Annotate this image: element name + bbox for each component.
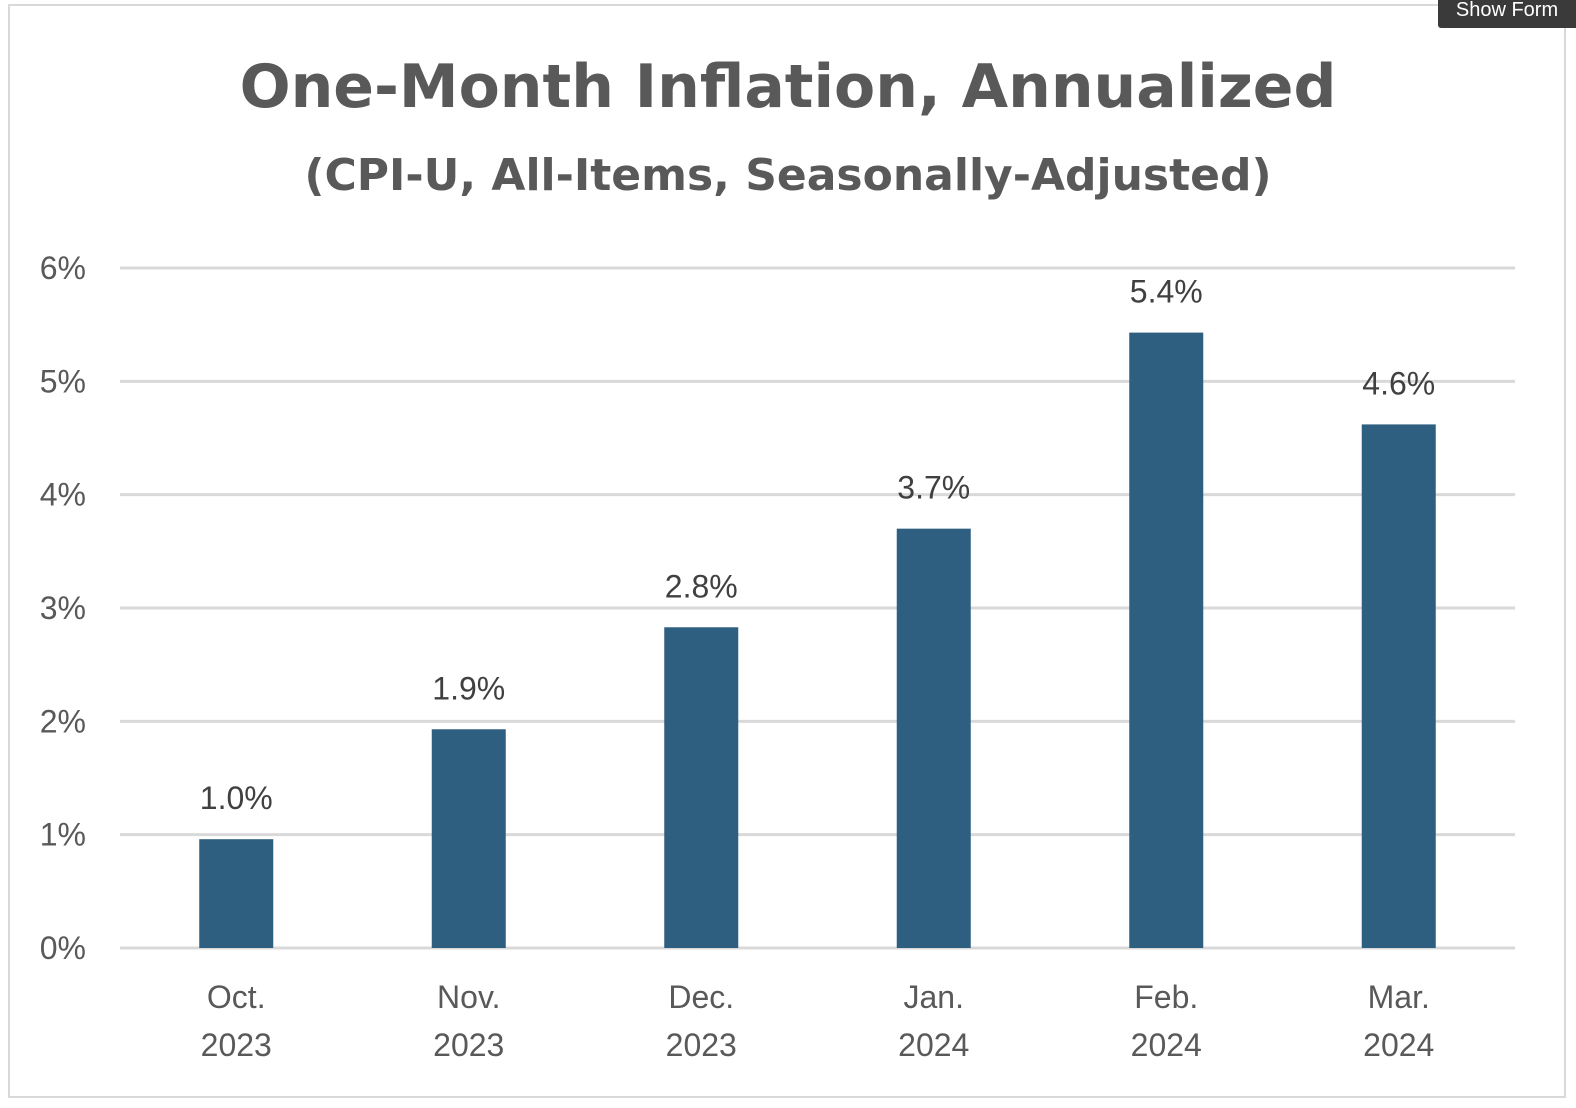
data-label: 4.6% — [1362, 365, 1435, 401]
bar — [431, 729, 506, 948]
data-label: 2.8% — [665, 568, 738, 604]
data-label: 1.9% — [432, 670, 505, 706]
y-tick-label: 1% — [40, 817, 86, 853]
bar — [1129, 332, 1204, 949]
x-tick-label-year: 2023 — [433, 1027, 504, 1063]
x-axis-ticks: Oct. 2023 Nov. 2023 Dec. 2023 Jan. 2024 Feb. 2024… — [201, 979, 1435, 1063]
y-tick-label: 5% — [40, 363, 86, 399]
x-tick-label-year: 2023 — [666, 1027, 737, 1063]
bar — [1361, 424, 1436, 948]
y-tick-label: 3% — [40, 590, 86, 626]
bar — [664, 627, 739, 948]
data-labels: 1.0% 1.9% 2.8% 3.7% 5.4% 4.6% — [200, 274, 1435, 817]
data-label: 3.7% — [897, 470, 970, 506]
x-tick-label-month: Oct. — [207, 979, 266, 1015]
gridlines — [120, 266, 1515, 950]
x-tick-label-year: 2024 — [1131, 1027, 1202, 1063]
data-label: 5.4% — [1130, 274, 1203, 310]
x-tick-label-month: Nov. — [437, 979, 500, 1015]
bar — [896, 528, 971, 948]
y-tick-label: 2% — [40, 703, 86, 739]
y-tick-label: 0% — [40, 930, 86, 966]
y-tick-label: 6% — [40, 250, 86, 286]
show-form-button[interactable]: Show Form — [1438, 0, 1576, 28]
x-tick-label-month: Mar. — [1368, 979, 1430, 1015]
x-tick-label-month: Jan. — [904, 979, 964, 1015]
data-label: 1.0% — [200, 780, 273, 816]
chart-title: One-Month Inflation, Annualized — [239, 52, 1337, 122]
x-tick-label-month: Feb. — [1134, 979, 1198, 1015]
x-tick-label-year: 2023 — [201, 1027, 272, 1063]
y-axis-ticks: 0% 1% 2% 3% 4% 5% 6% — [40, 250, 86, 966]
y-tick-label: 4% — [40, 477, 86, 513]
x-tick-label-month: Dec. — [668, 979, 734, 1015]
chart-subtitle: (CPI-U, All-Items, Seasonally-Adjusted) — [304, 150, 1272, 201]
bar — [199, 839, 274, 948]
bars — [199, 332, 1436, 949]
x-tick-label-year: 2024 — [1363, 1027, 1434, 1063]
x-tick-label-year: 2024 — [898, 1027, 969, 1063]
